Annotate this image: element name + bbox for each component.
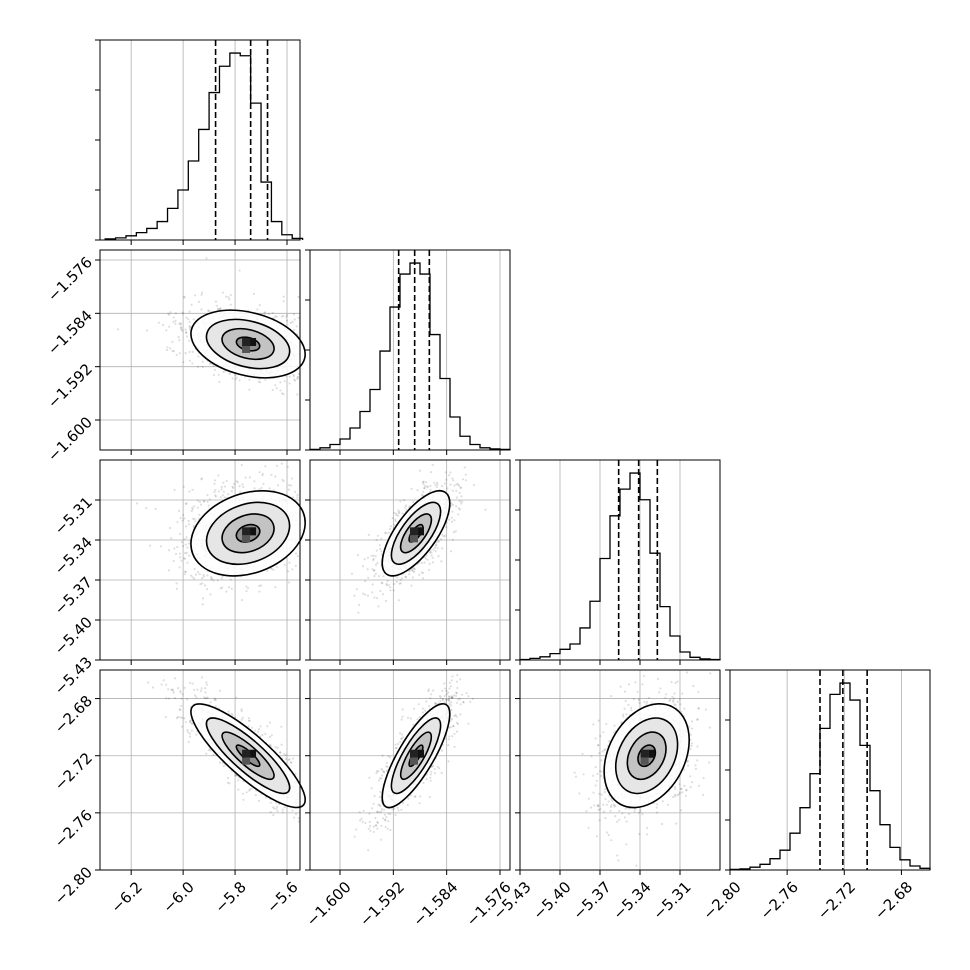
peak-cell: [410, 535, 418, 543]
peak-cell: [410, 749, 418, 758]
panel-frame: [99, 669, 301, 871]
x-tick-label: −5.40: [530, 878, 575, 923]
scatter-panel-3-2: −5.43−5.40−5.37−5.34−5.31: [490, 669, 721, 923]
x-tick-label: −6.2: [107, 878, 145, 916]
histogram-step: [104, 52, 304, 240]
panel-frame: [99, 459, 301, 661]
panel-frame: [309, 459, 511, 661]
y-tick-label: −1.576: [44, 253, 96, 305]
y-tick-label: −1.584: [44, 307, 96, 359]
peak-cell: [640, 757, 649, 765]
scatter-panel-3-0: −6.2 −6.0 −5.8 −5.6 −2.80 −2.76 −2.72 −2.68: [51, 669, 306, 917]
y-tick-label: −5.43: [51, 653, 96, 698]
peak-cell: [242, 757, 251, 765]
peak-cell: [640, 749, 649, 758]
panel-frame: [519, 669, 721, 871]
density-peak: [242, 749, 257, 765]
x-tick-label: −2.80: [700, 878, 745, 923]
y-tick-label: −2.76: [51, 806, 96, 851]
x-tick-label: −5.8: [211, 878, 249, 916]
histogram-panel-1: [305, 249, 511, 455]
density-peak: [242, 527, 257, 543]
panel-frame: [309, 669, 511, 871]
x-tick-label: −5.37: [570, 878, 615, 923]
x-tick-label: −1.592: [356, 878, 408, 930]
peak-cell: [418, 749, 424, 758]
histogram-panel-0: [95, 39, 304, 245]
y-tick-label: −2.72: [51, 749, 96, 794]
density-peak: [410, 749, 424, 765]
x-tick-label: −5.6: [263, 878, 301, 916]
x-tick-label: −2.76: [757, 878, 802, 923]
histogram-panel-2: [515, 459, 721, 665]
peak-cell: [242, 749, 251, 758]
peak-cell: [648, 749, 655, 758]
panel-frame: [99, 249, 301, 451]
x-tick-label: −5.31: [650, 878, 695, 923]
y-tick-label: −5.34: [51, 533, 96, 578]
scatter-panel-2-0: −5.43−5.40−5.37−5.34−5.31: [51, 459, 306, 699]
x-tick-label: −1.600: [303, 878, 355, 930]
peak-cell: [242, 338, 251, 346]
peak-cell: [242, 346, 251, 353]
panel-frame: [99, 39, 301, 241]
x-tick-label: −5.34: [610, 878, 655, 923]
histogram-step: [519, 472, 721, 661]
peak-cell: [250, 338, 257, 346]
histogram-step: [309, 262, 511, 451]
density-peak: [410, 527, 424, 543]
peak-cell: [418, 527, 424, 536]
histogram-step: [729, 682, 931, 871]
y-tick-label: −1.592: [44, 360, 96, 412]
y-tick-label: −2.68: [51, 692, 96, 737]
y-tick-label: −5.31: [51, 493, 96, 538]
peak-cell: [250, 749, 257, 758]
scatter-panel-3-1: −1.600 −1.592 −1.584 −1.576: [303, 669, 515, 930]
histogram-panel-3: −2.80 −2.76 −2.72 −2.68: [700, 669, 931, 923]
peak-cell: [242, 535, 251, 543]
density-peak: [242, 338, 257, 353]
peak-cell: [250, 527, 257, 536]
x-tick-label: −2.68: [871, 878, 916, 923]
y-tick-label: −2.80: [51, 863, 96, 908]
y-tick-label: −5.37: [51, 573, 96, 618]
x-tick-label: −2.72: [814, 878, 859, 923]
peak-cell: [410, 527, 418, 536]
y-tick-label: −1.600: [44, 413, 96, 465]
peak-cell: [242, 527, 251, 536]
x-tick-label: −6.0: [159, 878, 197, 916]
density-peak: [640, 749, 655, 765]
y-tick-label: −5.40: [51, 613, 96, 658]
scatter-panel-1-0: −1.600−1.592−1.584−1.576: [44, 249, 306, 465]
x-tick-label: −1.584: [409, 878, 461, 930]
scatter-panel-2-1: [305, 459, 511, 665]
peak-cell: [410, 757, 418, 765]
